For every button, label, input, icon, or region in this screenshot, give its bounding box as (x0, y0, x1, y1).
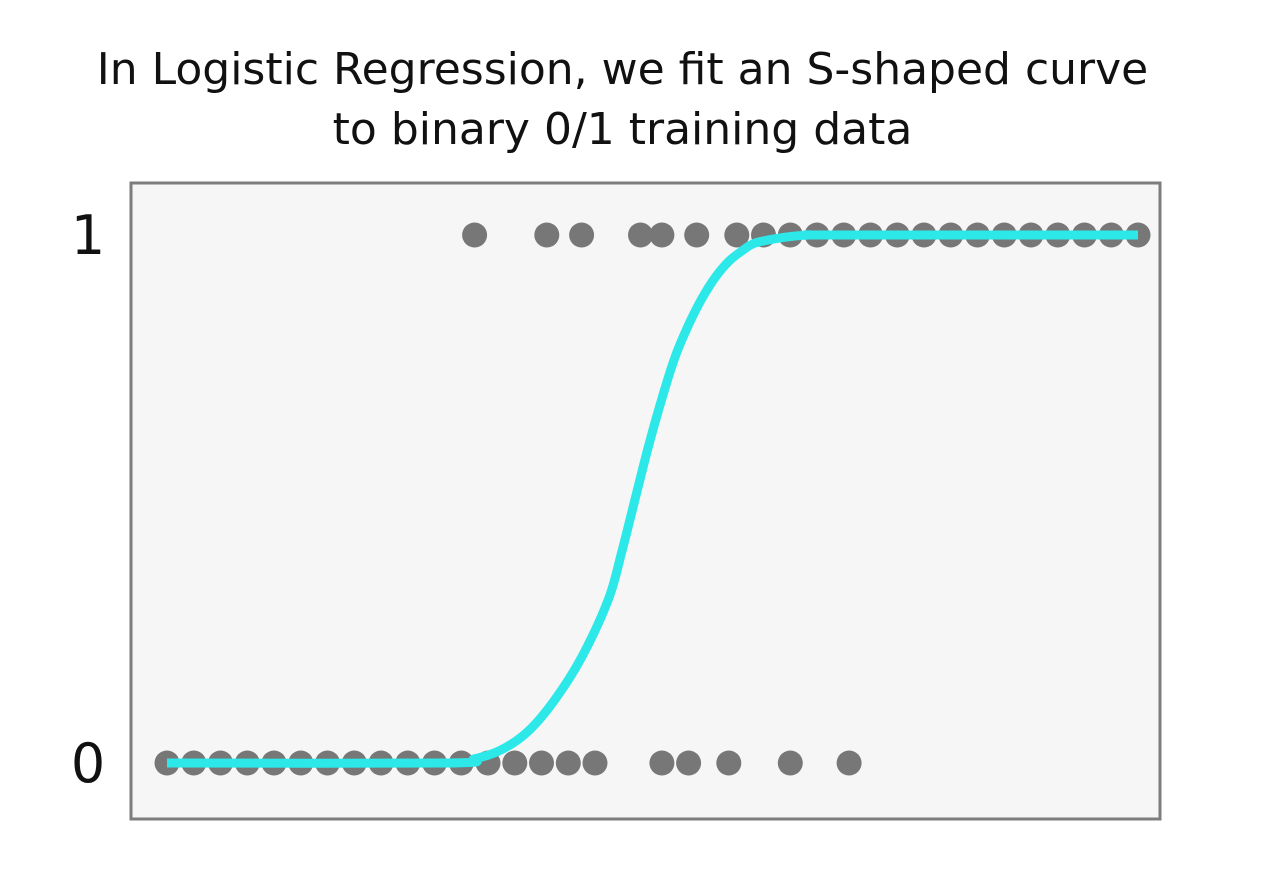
chart-title: In Logistic Regression, we fit an S-shap… (0, 40, 1245, 160)
logistic-curve (166, 230, 1138, 768)
data-point-y0-14 (529, 750, 554, 776)
y-tick-label-0: 0 (71, 732, 105, 795)
y-tick-label-1: 1 (71, 204, 105, 267)
data-point-y0-16 (582, 750, 608, 776)
data-point-y0-21 (836, 750, 862, 776)
data-point-y0-15 (555, 750, 581, 776)
data-point-y1-0 (462, 222, 488, 248)
data-point-y1-6 (724, 222, 750, 248)
data-point-y1-3 (628, 222, 653, 248)
data-point-y0-18 (676, 750, 702, 776)
data-point-y0-13 (502, 750, 528, 776)
data-point-y0-20 (777, 750, 803, 776)
plot-frame (129, 181, 1162, 821)
data-point-y1-5 (684, 222, 710, 248)
data-point-y1-1 (534, 222, 560, 248)
chart-title-line-2: to binary 0/1 training data (332, 104, 913, 155)
data-point-y1-2 (569, 222, 595, 248)
y-axis-tick-labels: 01 (71, 204, 105, 795)
data-point-y1-4 (649, 222, 675, 248)
data-point-y0-17 (649, 750, 675, 776)
chart-title-line-1: In Logistic Regression, we fit an S-shap… (96, 44, 1149, 95)
data-point-y0-19 (716, 750, 742, 776)
